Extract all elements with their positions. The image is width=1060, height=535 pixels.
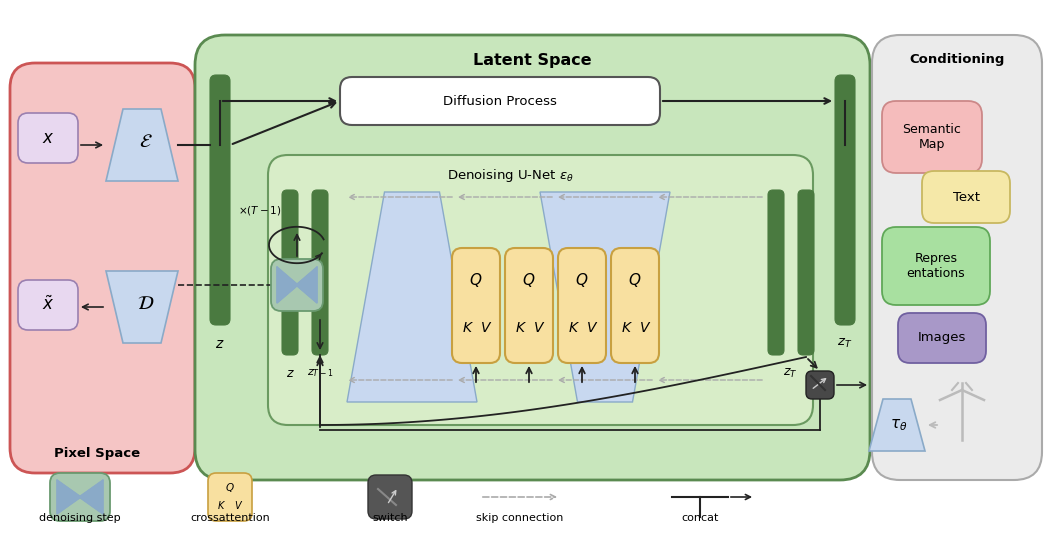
FancyBboxPatch shape bbox=[922, 171, 1010, 223]
Polygon shape bbox=[80, 480, 103, 514]
Text: $K$: $K$ bbox=[462, 322, 474, 335]
Text: $\tau_\theta$: $\tau_\theta$ bbox=[890, 417, 907, 433]
Text: $\mathcal{D}$: $\mathcal{D}$ bbox=[138, 294, 155, 312]
Text: Repres
entations: Repres entations bbox=[906, 252, 966, 280]
Text: $\times(T-1)$: $\times(T-1)$ bbox=[238, 203, 282, 217]
FancyBboxPatch shape bbox=[611, 248, 659, 363]
Polygon shape bbox=[296, 267, 317, 303]
Text: Pixel Space: Pixel Space bbox=[54, 447, 140, 460]
Text: $V$: $V$ bbox=[234, 499, 244, 511]
Text: $V$: $V$ bbox=[480, 322, 492, 335]
FancyBboxPatch shape bbox=[10, 63, 195, 473]
Text: skip connection: skip connection bbox=[476, 513, 564, 523]
Text: Diffusion Process: Diffusion Process bbox=[443, 95, 556, 108]
Text: Text: Text bbox=[953, 190, 979, 203]
Polygon shape bbox=[106, 271, 178, 343]
FancyBboxPatch shape bbox=[18, 113, 78, 163]
Text: Latent Space: Latent Space bbox=[473, 52, 591, 67]
Text: $z$: $z$ bbox=[285, 367, 295, 380]
Text: $K$: $K$ bbox=[568, 322, 580, 335]
FancyBboxPatch shape bbox=[452, 248, 500, 363]
Text: crossattention: crossattention bbox=[190, 513, 270, 523]
Polygon shape bbox=[106, 109, 178, 181]
Text: $V$: $V$ bbox=[533, 322, 545, 335]
Text: $z_T$: $z_T$ bbox=[782, 367, 797, 380]
Text: $K$: $K$ bbox=[621, 322, 633, 335]
Text: concat: concat bbox=[682, 513, 719, 523]
Text: $\tilde{x}$: $\tilde{x}$ bbox=[41, 296, 54, 314]
FancyBboxPatch shape bbox=[768, 190, 784, 355]
Text: $Q$: $Q$ bbox=[576, 271, 588, 289]
FancyBboxPatch shape bbox=[505, 248, 553, 363]
Text: $Q$: $Q$ bbox=[225, 480, 235, 493]
Text: $K$: $K$ bbox=[515, 322, 527, 335]
FancyBboxPatch shape bbox=[882, 227, 990, 305]
FancyBboxPatch shape bbox=[835, 75, 855, 325]
Text: $z$: $z$ bbox=[215, 337, 225, 351]
Text: $\mathcal{E}$: $\mathcal{E}$ bbox=[139, 132, 153, 150]
Polygon shape bbox=[277, 267, 298, 303]
FancyBboxPatch shape bbox=[558, 248, 606, 363]
Text: $x$: $x$ bbox=[41, 129, 54, 147]
FancyBboxPatch shape bbox=[210, 75, 230, 325]
FancyBboxPatch shape bbox=[208, 473, 252, 521]
Text: $z_T$: $z_T$ bbox=[837, 337, 852, 350]
Polygon shape bbox=[540, 192, 670, 402]
Text: $V$: $V$ bbox=[639, 322, 651, 335]
FancyBboxPatch shape bbox=[872, 35, 1042, 480]
Text: $Q$: $Q$ bbox=[470, 271, 482, 289]
Polygon shape bbox=[57, 480, 81, 514]
Text: switch: switch bbox=[372, 513, 408, 523]
FancyBboxPatch shape bbox=[806, 371, 834, 399]
FancyBboxPatch shape bbox=[50, 473, 110, 521]
FancyBboxPatch shape bbox=[898, 313, 986, 363]
Polygon shape bbox=[869, 399, 925, 451]
FancyBboxPatch shape bbox=[268, 155, 813, 425]
FancyBboxPatch shape bbox=[368, 475, 412, 519]
FancyBboxPatch shape bbox=[312, 190, 328, 355]
Text: $V$: $V$ bbox=[586, 322, 598, 335]
Text: denoising step: denoising step bbox=[39, 513, 121, 523]
Text: $z_{T-1}$: $z_{T-1}$ bbox=[306, 367, 333, 379]
Text: Conditioning: Conditioning bbox=[909, 52, 1005, 65]
Text: Images: Images bbox=[918, 332, 966, 345]
FancyBboxPatch shape bbox=[195, 35, 870, 480]
Polygon shape bbox=[347, 192, 477, 402]
FancyBboxPatch shape bbox=[882, 101, 982, 173]
Text: $Q$: $Q$ bbox=[523, 271, 535, 289]
FancyBboxPatch shape bbox=[798, 190, 814, 355]
Text: $K$: $K$ bbox=[217, 499, 227, 511]
FancyBboxPatch shape bbox=[282, 190, 298, 355]
Text: Semantic
Map: Semantic Map bbox=[902, 123, 961, 151]
FancyBboxPatch shape bbox=[18, 280, 78, 330]
FancyBboxPatch shape bbox=[340, 77, 660, 125]
Text: $Q$: $Q$ bbox=[629, 271, 641, 289]
FancyBboxPatch shape bbox=[271, 259, 323, 311]
Text: Denoising U-Net $\epsilon_\theta$: Denoising U-Net $\epsilon_\theta$ bbox=[446, 166, 573, 184]
